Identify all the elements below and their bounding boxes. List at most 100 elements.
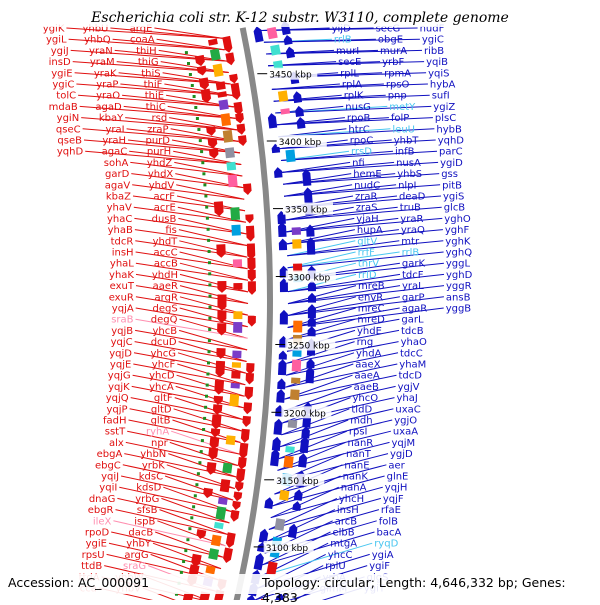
gene-label: acrF (154, 192, 176, 203)
tick-dot (184, 549, 188, 553)
label-connector (278, 430, 392, 460)
gene-label: rpmA (384, 68, 411, 79)
gene-label: yhcB (152, 326, 177, 337)
gene-label: hemE (353, 169, 382, 180)
tick-dot (192, 95, 196, 98)
forward-feature-mark (217, 497, 228, 505)
forward-feature-mark (194, 54, 205, 67)
tick-layer: 3450 kbp 3400 kbp 3350 kbp 3300 kbp 3250 kbp… (175, 51, 336, 596)
gene-label: nanT (346, 449, 372, 460)
tick-dot (203, 183, 207, 187)
forward-feature-mark (196, 65, 207, 76)
gene-label: leuU (392, 124, 415, 135)
gene-label: yhdE (357, 326, 382, 337)
kbp-label: 3400 kbp (279, 138, 322, 148)
gene-label: ygjV (398, 382, 420, 393)
forward-feature-mark (216, 348, 226, 359)
gene-label: yhaK (109, 270, 134, 281)
tick-dot (201, 161, 205, 165)
gene-label: dcuD (151, 337, 177, 348)
forward-feature-mark (233, 491, 243, 502)
reverse-feature-mark (302, 169, 312, 186)
gene-label: parC (439, 147, 463, 158)
gene-label: kdsC (139, 472, 163, 483)
label-connector (115, 509, 228, 535)
forward-feature-mark (237, 135, 247, 147)
label-connector (287, 240, 356, 257)
gene-label: yghQ (446, 248, 473, 259)
gene-label: ebgA (97, 449, 123, 460)
gene-label: tdcB (401, 326, 424, 337)
reverse-feature-mark (277, 359, 287, 376)
gene-label: ryqD (374, 539, 398, 550)
reverse-feature-mark (299, 436, 309, 454)
gene-label: dusB (152, 214, 177, 225)
label-connector (285, 363, 398, 388)
gene-label: yraP (96, 80, 118, 91)
forward-feature-mark (213, 521, 224, 530)
label-connector (162, 72, 231, 85)
forward-feature-mark (208, 447, 219, 460)
label-connector (287, 296, 357, 316)
tick-dot (200, 439, 204, 443)
label-connector (164, 475, 234, 501)
tick-dot (208, 316, 212, 320)
tick-dot (186, 538, 190, 542)
forward-feature-mark (213, 395, 223, 405)
gene-label: yhaV (107, 203, 132, 214)
label-connector (135, 329, 248, 351)
tick-dot (205, 383, 209, 387)
gene-label: yqjB (111, 326, 133, 337)
gene-label: ansB (446, 292, 471, 303)
gene-label: hybA (430, 80, 456, 91)
reverse-feature-mark (267, 113, 278, 129)
gene-label: aaeB (354, 382, 379, 393)
label-connector (171, 430, 240, 455)
label-connector (118, 72, 231, 85)
gene-label: rplU (325, 561, 346, 572)
kbp-label-bg (285, 270, 336, 283)
forward-feature-mark (191, 553, 202, 567)
gene-label: elbB (333, 528, 355, 539)
forward-feature-mark (217, 280, 227, 293)
tick-dot (202, 428, 206, 431)
label-connector (125, 117, 238, 131)
reverse-feature-mark (253, 552, 264, 571)
label-connector (113, 520, 226, 547)
gene-label: yggB (446, 304, 472, 315)
reverse-feature-mark (301, 426, 310, 439)
gene-label: yqjF (383, 494, 404, 505)
tick-dot (207, 339, 211, 343)
gene-label: deaD (399, 192, 426, 203)
reverse-feature-mark (283, 455, 294, 469)
gene-label: thrV (358, 259, 379, 270)
gene-label: exuR (109, 292, 134, 303)
gene-label: yqjQ (106, 393, 129, 404)
gene-label: qseB (57, 136, 82, 147)
gene-label: mdaB (49, 102, 78, 113)
gene-label: nanR (348, 438, 374, 449)
reverse-feature-mark (278, 350, 287, 360)
gene-label: nfi (352, 158, 365, 169)
label-connector (132, 374, 245, 397)
gene-label: yqjP (107, 404, 128, 415)
label-connector (284, 374, 397, 400)
label-connector (176, 374, 245, 397)
forward-feature-mark (243, 183, 252, 196)
gene-label: yhaJ (397, 393, 418, 404)
gene-label: yraO (96, 91, 120, 102)
gene-label: mtgA (330, 539, 357, 550)
kbp-label-bg (276, 135, 327, 147)
label-connector (127, 430, 240, 455)
reverse-feature-mark (307, 326, 316, 337)
gene-label: ygiC (422, 35, 444, 46)
tick-dot (208, 294, 212, 298)
gene-label: tdcC (400, 348, 423, 359)
gene-label: nusA (396, 158, 421, 169)
label-connector (117, 497, 230, 524)
forward-feature-mark (215, 81, 226, 91)
label-connector (280, 419, 393, 448)
tick-dot (175, 592, 178, 596)
gene-label: argE (130, 24, 153, 35)
